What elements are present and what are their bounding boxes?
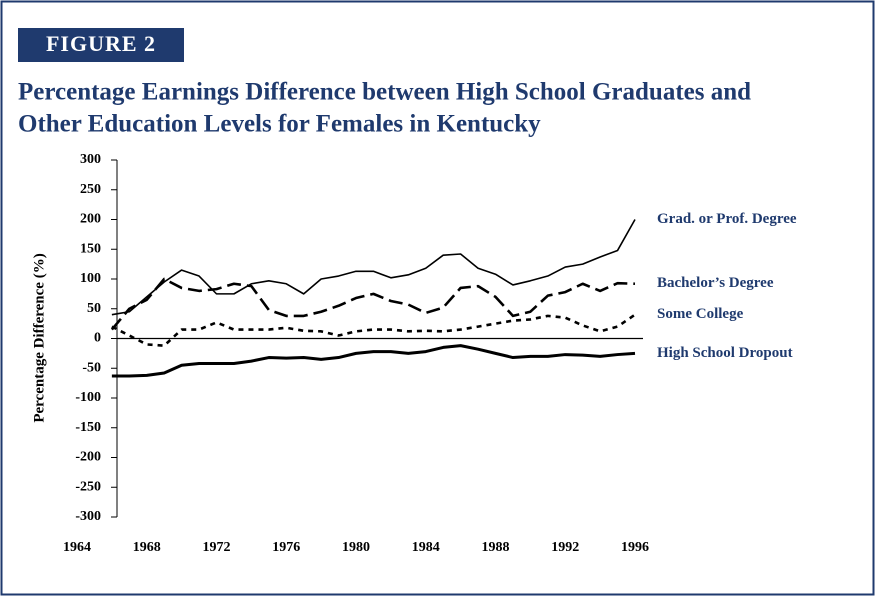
y-tick-label: -300	[75, 509, 101, 524]
y-tick-label: -200	[75, 450, 101, 465]
series-label: Bachelor’s Degree	[657, 275, 774, 291]
x-tick-label: 1968	[133, 540, 161, 555]
x-tick-label: 1980	[342, 540, 370, 555]
y-tick-label: -50	[82, 360, 101, 375]
y-tick-label: 100	[80, 271, 101, 286]
figure-badge	[18, 28, 184, 62]
series-line	[111, 219, 636, 316]
x-tick-label: 1972	[203, 540, 231, 555]
series-label: Grad. or Prof. Degree	[657, 211, 797, 227]
y-tick-label: 200	[80, 212, 101, 227]
figure-label: FIGURE 2	[46, 31, 156, 56]
y-axis-title: Percentage Difference (%)	[31, 253, 47, 422]
y-tick-label: 150	[80, 241, 101, 256]
x-tick-label: 1988	[482, 540, 510, 555]
series-line	[110, 277, 636, 331]
y-tick-label: 300	[80, 152, 101, 167]
y-tick-label: -250	[75, 479, 101, 494]
chart-title: Percentage Earnings Difference between H…	[18, 79, 751, 106]
series-line	[111, 313, 636, 347]
x-tick-label: 1976	[272, 540, 300, 555]
x-tick-label: 1996	[621, 540, 649, 555]
x-tick-label: 1984	[412, 540, 440, 555]
x-tick-label: 1992	[551, 540, 579, 555]
y-tick-label: 50	[87, 301, 101, 316]
chart-title: Other Education Levels for Females in Ke…	[18, 111, 541, 138]
y-tick-label: 0	[94, 331, 101, 346]
y-tick-label: -150	[75, 420, 101, 435]
series-line	[111, 344, 636, 378]
x-tick-label: 1964	[63, 540, 91, 555]
y-tick-label: -100	[75, 390, 101, 405]
series-label: Some College	[657, 306, 744, 322]
series-label: High School Dropout	[657, 345, 793, 361]
y-tick-label: 250	[80, 182, 101, 197]
